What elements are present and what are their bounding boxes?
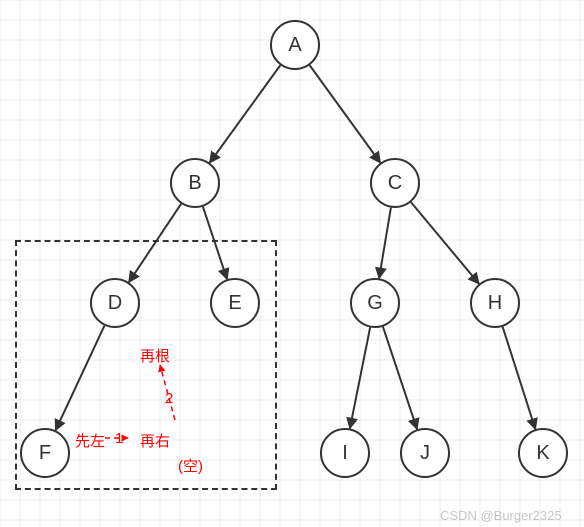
edge-B-D: [129, 204, 181, 282]
annotation-text: 再右: [140, 433, 170, 450]
node-C: C: [370, 158, 420, 208]
edge-D-F: [56, 326, 105, 431]
annotation-xianzuo: 先左: [75, 430, 105, 451]
edge-B-E: [203, 207, 227, 280]
annotation-zaigen: 再根: [140, 345, 170, 366]
annotation-two: 2: [165, 390, 173, 407]
node-E: E: [210, 278, 260, 328]
node-label: D: [108, 292, 122, 315]
node-label: H: [488, 292, 502, 315]
edge-H-K: [503, 327, 536, 429]
node-D: D: [90, 278, 140, 328]
node-label: G: [367, 292, 383, 315]
node-G: G: [350, 278, 400, 328]
annotation-zaiyou: 再右: [140, 430, 170, 451]
node-I: I: [320, 428, 370, 478]
annotation-text: 再根: [140, 348, 170, 365]
node-H: H: [470, 278, 520, 328]
node-A: A: [270, 20, 320, 70]
node-F: F: [20, 428, 70, 478]
edge-A-B: [210, 65, 281, 163]
annotation-text: 2: [165, 390, 173, 407]
node-label: E: [228, 292, 241, 315]
diagram-canvas: CSDN @Burger2325 A B C D E G H F I J K 再根 2 先左 1 再右 (空): [0, 0, 584, 527]
node-B: B: [170, 158, 220, 208]
node-label: A: [288, 34, 301, 57]
edge-G-J: [383, 327, 417, 430]
annotation-text: 1: [115, 430, 123, 447]
annotation-kong: (空): [178, 455, 203, 476]
annotation-text: 先左: [75, 433, 105, 450]
node-label: C: [388, 172, 402, 195]
edge-C-H: [411, 202, 479, 284]
edge-A-C: [310, 65, 381, 163]
node-K: K: [518, 428, 568, 478]
node-label: J: [420, 442, 430, 465]
annotation-one: 1: [115, 430, 123, 447]
annotation-text: (空): [178, 458, 203, 475]
node-label: K: [536, 442, 549, 465]
node-J: J: [400, 428, 450, 478]
watermark: CSDN @Burger2325: [440, 508, 562, 523]
node-label: F: [39, 442, 51, 465]
edge-C-G: [379, 208, 391, 279]
edge-G-I: [350, 328, 370, 429]
node-label: B: [188, 172, 201, 195]
node-label: I: [342, 442, 348, 465]
watermark-text: CSDN @Burger2325: [440, 508, 562, 523]
